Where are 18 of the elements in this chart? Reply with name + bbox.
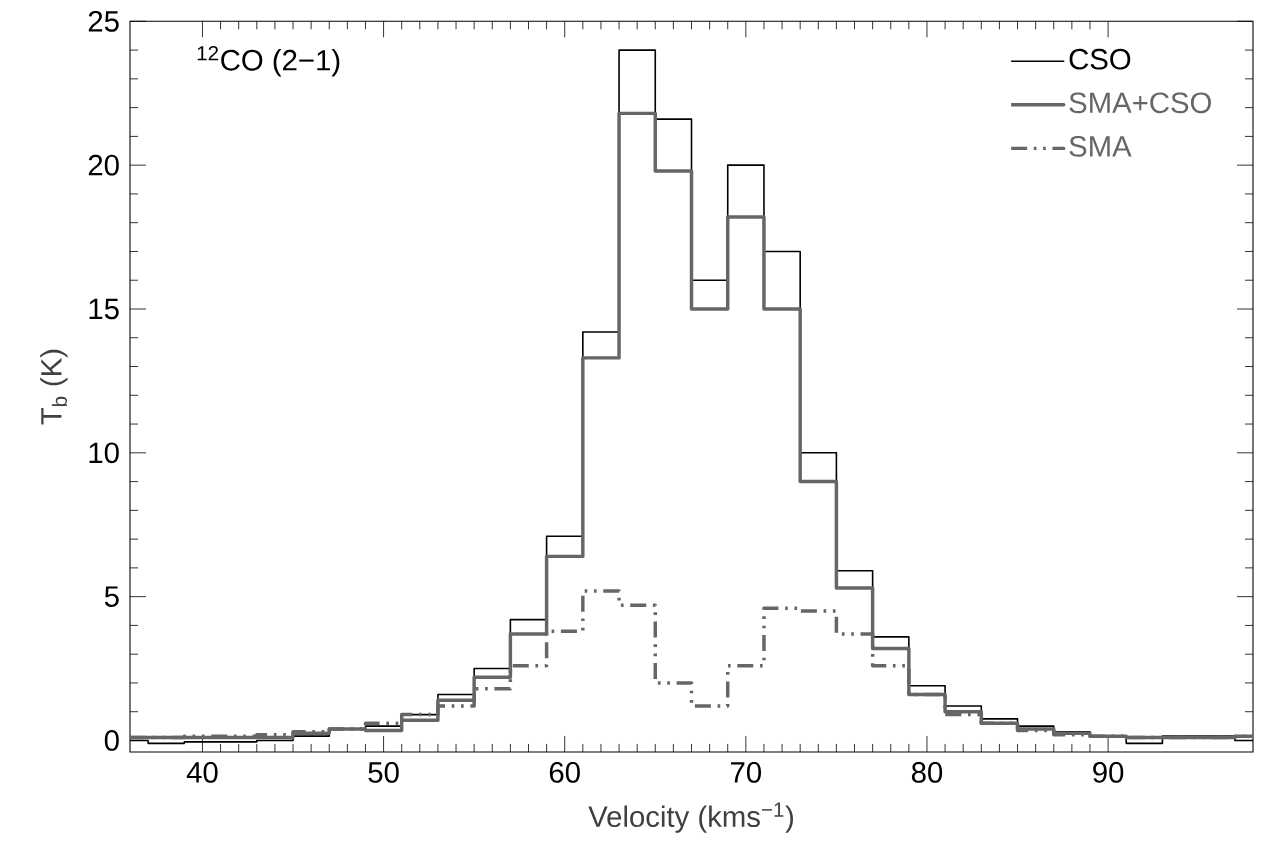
legend-label: SMA [1069,135,1132,157]
y-tick-label: 5 [104,586,119,607]
x-tick-label: 50 [368,762,399,783]
x-tick-label: 80 [911,762,943,783]
x-tick-label: 90 [1093,762,1124,783]
legend-label: CSO [1069,48,1131,70]
x-tick-label: 60 [549,762,580,783]
legend-label: SMA+CSO [1069,92,1211,114]
y-tick-label: 15 [89,298,119,320]
y-tick-label: 20 [88,154,119,176]
y-tick-label: 0 [104,730,119,751]
x-tick-label: 40 [186,762,218,783]
annotation: $^{12}$CO (2−1) [197,45,340,77]
y-tick-label: 10 [89,442,119,464]
y-axis-title: T$_{b}$ (K) [40,349,68,425]
x-axis-title: Velocity (kms$^{−1}$) [588,802,793,833]
x-tick-label: 70 [731,762,761,783]
y-tick-label: 25 [88,10,119,32]
